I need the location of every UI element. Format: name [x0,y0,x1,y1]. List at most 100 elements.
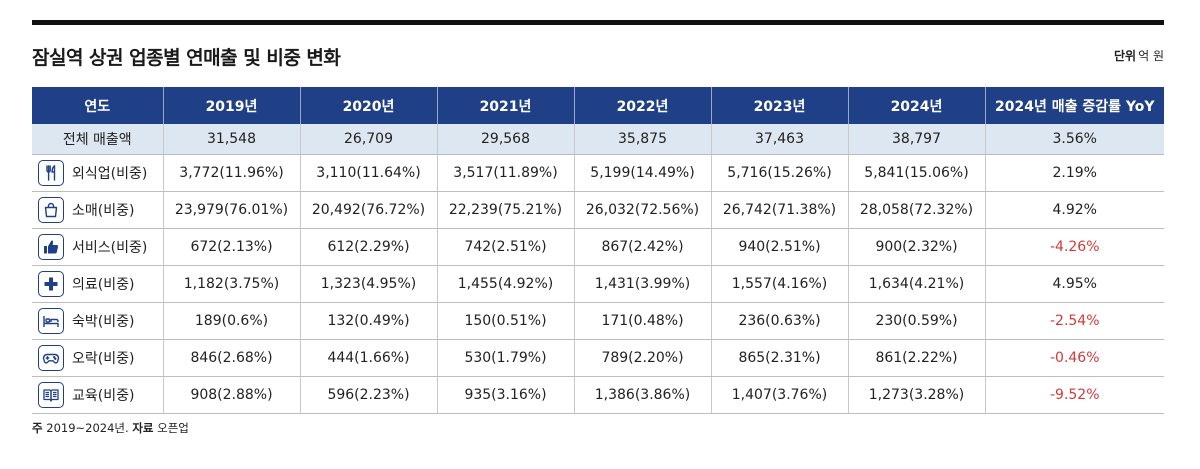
table-row: 소매(비중) 23,979(76.01%) 20,492(76.72%) 22,… [32,191,1164,229]
table-cell: 3,517(11.89%) [437,154,575,192]
table-row: 서비스(비중) 672(2.13%) 612(2.29%) 742(2.51%)… [32,228,1164,266]
top-rule [32,20,1164,25]
table-row: 숙박(비중) 189(0.6%) 132(0.49%) 150(0.51%) 1… [32,302,1164,340]
table-cell: 444(1.66%) [300,339,438,377]
header-cell: 2020년 [300,87,438,124]
yoy-cell: 4.92% [985,191,1164,229]
table-row: 교육(비중) 908(2.88%) 596(2.23%) 935(3.16%) … [32,376,1164,414]
source-text: 오픈업 [157,421,189,435]
category-label: 의료(비중) [72,277,135,293]
category-cell: 오락(비중) [32,339,164,377]
book-icon [38,382,64,408]
table-cell: 1,634(4.21%) [848,265,986,303]
yoy-cell: -9.52% [985,376,1164,414]
table-cell: 867(2.42%) [574,228,712,266]
header-cell: 2023년 [711,87,849,124]
table-cell: 236(0.63%) [711,302,849,340]
page-title: 잠실역 상권 업종별 연매출 및 비중 변화 [32,47,341,69]
table-cell: 171(0.48%) [574,302,712,340]
thumbs-up-icon [38,234,64,260]
table-cell: 189(0.6%) [163,302,301,340]
category-cell: 교육(비중) [32,376,164,414]
table-cell: 1,557(4.16%) [711,265,849,303]
table-cell: 940(2.51%) [711,228,849,266]
table-cell: 37,463 [711,124,849,155]
table-cell: 22,239(75.21%) [437,191,575,229]
table-cell: 1,431(3.99%) [574,265,712,303]
category-cell: 숙박(비중) [32,302,164,340]
header-cell: 연도 [32,87,164,124]
table-cell: 596(2.23%) [300,376,438,414]
table-cell: 3,110(11.64%) [300,154,438,192]
table-cell: 132(0.49%) [300,302,438,340]
table-cell: 3.56% [985,124,1164,155]
table-row: 의료(비중) 1,182(3.75%) 1,323(4.95%) 1,455(4… [32,265,1164,303]
category-label: 오락(비중) [72,351,135,367]
table-cell: 5,841(15.06%) [848,154,986,192]
table-cell: 31,548 [163,124,301,155]
header-cell: 2021년 [437,87,575,124]
table-cell: 908(2.88%) [163,376,301,414]
table-cell: 26,709 [300,124,438,155]
table-cell: 28,058(72.32%) [848,191,986,229]
category-cell: 외식업(비중) [32,154,164,192]
header-cell: 2024년 매출 증감률 YoY [985,87,1164,124]
table-cell: 150(0.51%) [437,302,575,340]
infographic: 잠실역 상권 업종별 연매출 및 비중 변화 단위 억 원 연도 2019년 20… [32,20,1164,436]
table-cell: 530(1.79%) [437,339,575,377]
footnote: 주 2019~2024년. 자료 오픈업 [32,420,1164,436]
category-cell: 서비스(비중) [32,228,164,266]
category-label: 숙박(비중) [72,314,135,330]
yoy-cell: -4.26% [985,228,1164,266]
table-cell: 1,407(3.76%) [711,376,849,414]
category-label: 교육(비중) [72,388,135,404]
shopping-bag-icon [38,197,64,223]
note-text: 2019~2024년. [46,421,129,435]
unit-label: 단위 [1114,49,1137,63]
table-row: 오락(비중) 846(2.68%) 444(1.66%) 530(1.79%) … [32,339,1164,377]
yoy-cell: 2.19% [985,154,1164,192]
table-cell: 935(3.16%) [437,376,575,414]
header-cell: 2022년 [574,87,712,124]
table-cell: 846(2.68%) [163,339,301,377]
utensils-icon [38,160,64,186]
category-cell: 소매(비중) [32,191,164,229]
table-cell: 230(0.59%) [848,302,986,340]
category-cell: 의료(비중) [32,265,164,303]
yoy-cell: -2.54% [985,302,1164,340]
table-cell: 865(2.31%) [711,339,849,377]
medical-cross-icon [38,271,64,297]
table-cell: 612(2.29%) [300,228,438,266]
header-cell: 2019년 [163,87,301,124]
sales-table: 연도 2019년 2020년 2021년 2022년 2023년 2024년 2… [32,87,1164,414]
unit-note: 단위 억 원 [1114,47,1164,64]
table-cell: 5,716(15.26%) [711,154,849,192]
gamepad-icon [38,345,64,371]
table-cell: 3,772(11.96%) [163,154,301,192]
bed-icon [38,308,64,334]
table-cell: 1,455(4.92%) [437,265,575,303]
total-row: 전체 매출액 31,548 26,709 29,568 35,875 37,46… [32,124,1164,155]
table-row: 외식업(비중) 3,772(11.96%) 3,110(11.64%) 3,51… [32,154,1164,192]
table-cell: 38,797 [848,124,986,155]
unit-value: 억 원 [1138,49,1164,63]
header-cell: 2024년 [848,87,986,124]
yoy-cell: 4.95% [985,265,1164,303]
table-cell: 29,568 [437,124,575,155]
header: 잠실역 상권 업종별 연매출 및 비중 변화 단위 억 원 [32,25,1164,87]
table-cell: 20,492(76.72%) [300,191,438,229]
category-label: 소매(비중) [72,203,135,219]
table-cell: 26,032(72.56%) [574,191,712,229]
table-cell: 26,742(71.38%) [711,191,849,229]
category-label: 외식업(비중) [72,166,148,182]
yoy-cell: -0.46% [985,339,1164,377]
table-cell: 1,323(4.95%) [300,265,438,303]
table-cell: 1,386(3.86%) [574,376,712,414]
table-cell: 672(2.13%) [163,228,301,266]
table-cell: 1,182(3.75%) [163,265,301,303]
table-cell: 789(2.20%) [574,339,712,377]
table-cell: 861(2.22%) [848,339,986,377]
category-label: 서비스(비중) [72,240,148,256]
table-cell: 5,199(14.49%) [574,154,712,192]
total-label: 전체 매출액 [32,124,164,155]
